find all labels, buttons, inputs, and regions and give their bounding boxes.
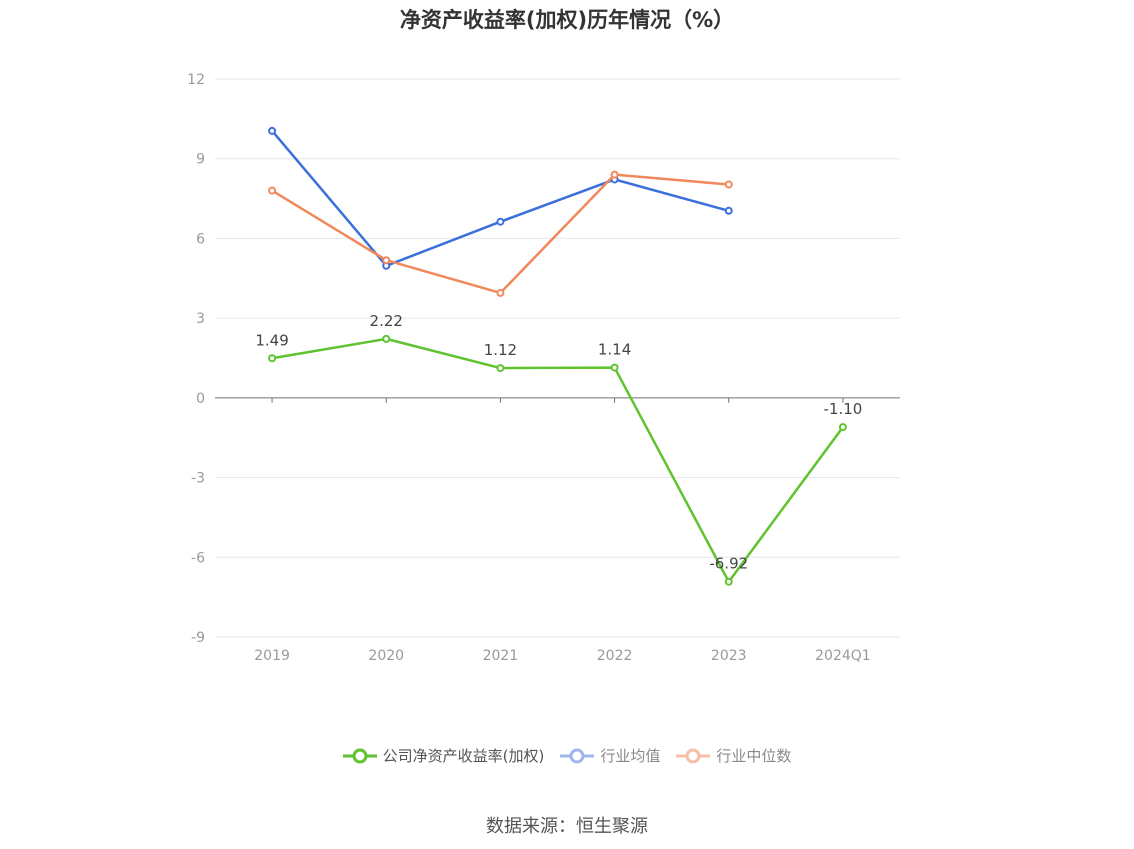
x-tick-label: 2024Q1 xyxy=(815,648,871,664)
y-tick-label: 3 xyxy=(196,311,205,327)
legend-median-line-icon xyxy=(676,748,711,763)
legend-company-label: 公司净资产收益率(加权) xyxy=(382,747,545,765)
legend-average-label: 行业均值 xyxy=(600,747,661,765)
x-tick-label: 2022 xyxy=(597,648,633,664)
y-tick-label: 6 xyxy=(196,231,205,247)
x-tick-label: 2019 xyxy=(254,648,290,664)
data-point xyxy=(496,364,505,373)
data-point xyxy=(838,423,847,432)
y-tick-label: 9 xyxy=(196,152,205,168)
data-point xyxy=(496,217,505,226)
legend-average-line-icon xyxy=(560,748,595,763)
x-tick-label: 2021 xyxy=(483,648,519,664)
legend-item-average[interactable]: 行业均值 xyxy=(560,745,660,766)
data-point xyxy=(268,186,277,195)
y-tick-label: -3 xyxy=(191,471,205,487)
data-source: 数据来源：恒生聚源 xyxy=(486,816,648,837)
y-tick-label: 0 xyxy=(196,391,205,407)
data-label: 1.14 xyxy=(598,341,631,359)
legend-item-median[interactable]: 行业中位数 xyxy=(676,745,791,766)
x-tick-label: 2023 xyxy=(711,648,747,664)
y-tick-label: 12 xyxy=(187,72,205,88)
data-point xyxy=(610,170,619,179)
data-point xyxy=(268,354,277,363)
data-point xyxy=(382,256,391,265)
legend-item-company[interactable]: 公司净资产收益率(加权) xyxy=(342,745,545,766)
data-point xyxy=(724,180,733,189)
data-point xyxy=(724,577,733,586)
data-label: 1.49 xyxy=(255,331,288,349)
data-point xyxy=(268,126,277,135)
data-label: 1.12 xyxy=(484,341,517,359)
series-line xyxy=(271,130,730,268)
data-point xyxy=(382,334,391,343)
data-point xyxy=(610,363,619,372)
legend-company-line-icon xyxy=(342,748,377,763)
legend-median-label: 行业中位数 xyxy=(716,747,792,765)
data-label: -1.10 xyxy=(824,400,863,418)
data-label: -6.92 xyxy=(709,555,748,573)
y-tick-label: -9 xyxy=(191,630,205,646)
data-point xyxy=(724,206,733,215)
line-chart: -9 -6 -3 0 3 6 9 12 2019 2020 2021 2022 2023 2024Q1 1.… xyxy=(187,72,900,664)
chart-title: 净资产收益率(加权)历年情况（%） xyxy=(399,8,735,32)
series-line xyxy=(271,337,844,583)
data-point xyxy=(496,288,505,297)
chart-legend: 公司净资产收益率(加权) 行业均值 行业中位数 xyxy=(0,745,1134,766)
y-tick-label: -6 xyxy=(191,550,205,566)
x-tick-label: 2020 xyxy=(368,648,404,664)
data-label: 2.22 xyxy=(370,312,403,330)
